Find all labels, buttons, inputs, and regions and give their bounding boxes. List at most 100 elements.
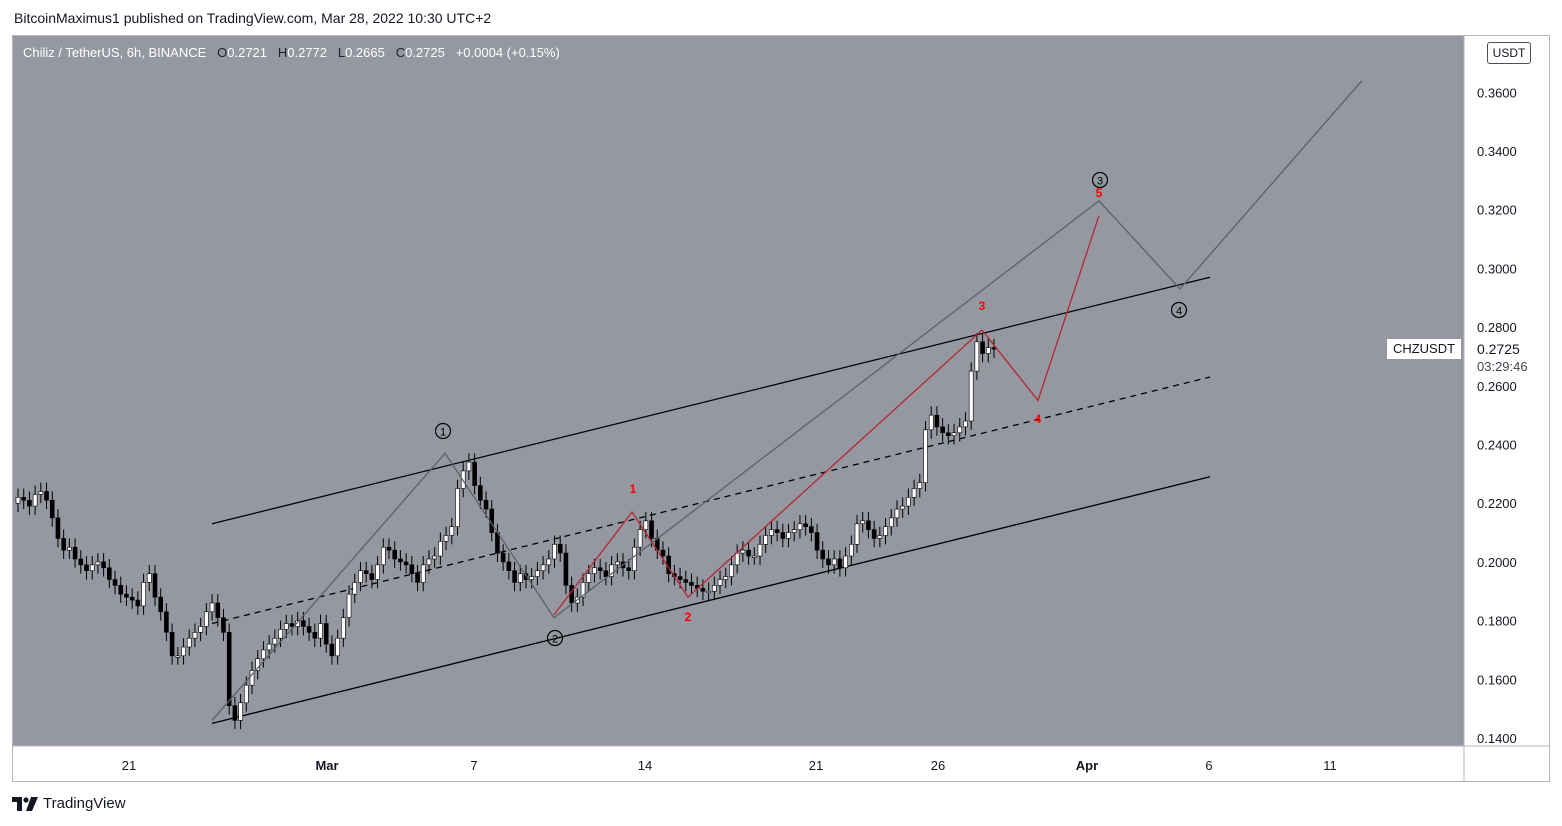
- bear-candle: [980, 341, 985, 354]
- primary-wave-label: 2: [552, 634, 558, 646]
- bear-candle: [837, 558, 843, 569]
- chart-plot-area[interactable]: [13, 36, 1464, 746]
- bull-candle: [358, 570, 363, 583]
- time-tick-label: 6: [1205, 758, 1212, 773]
- bull-candle: [786, 532, 791, 539]
- channel-lines: [211, 276, 1211, 724]
- bear-candle: [478, 485, 483, 501]
- bull-candle: [854, 523, 860, 545]
- bull-candle: [552, 543, 557, 560]
- price-tick-label: 0.3200: [1477, 203, 1517, 218]
- currency-badge[interactable]: USDT: [1487, 42, 1531, 64]
- bull-candle: [734, 552, 740, 566]
- bull-candle: [985, 347, 991, 354]
- bear-candle: [369, 573, 375, 580]
- bear-candle: [164, 611, 169, 633]
- bull-candle: [712, 585, 717, 592]
- bear-candle: [506, 561, 512, 572]
- primary-wave-label: 3: [1097, 176, 1103, 188]
- bear-candle: [232, 705, 238, 721]
- bull-candle: [797, 523, 803, 530]
- bear-candle: [312, 632, 318, 639]
- bear-candle: [934, 414, 940, 428]
- close-value: 0.2725: [405, 45, 445, 60]
- bull-candle: [614, 561, 620, 566]
- price-tick-label: 0.2600: [1477, 379, 1517, 394]
- bar-countdown: 03:29:46: [1477, 359, 1528, 374]
- bear-candle: [512, 570, 517, 583]
- close-label: C: [395, 45, 406, 60]
- bull-candle: [900, 505, 905, 510]
- sub-wave-label: 3: [979, 299, 986, 313]
- time-tick-label: 21: [122, 758, 136, 773]
- channel-line: [211, 476, 1211, 724]
- publisher-header: BitcoinMaximus1 published on TradingView…: [14, 10, 492, 26]
- bull-candle: [723, 576, 729, 580]
- bear-candle: [392, 549, 398, 560]
- bull-candle: [186, 637, 192, 648]
- price-tick-label: 0.2800: [1477, 320, 1517, 335]
- bull-candle: [255, 658, 261, 671]
- bull-candle: [204, 611, 209, 627]
- bear-candle: [472, 461, 477, 486]
- bull-candle: [141, 582, 146, 607]
- bull-candle: [751, 555, 757, 558]
- bull-candle: [249, 670, 255, 686]
- bull-candle: [643, 520, 649, 530]
- bear-candle: [72, 546, 78, 560]
- bear-candle: [152, 573, 158, 598]
- bear-candle: [803, 523, 808, 527]
- sub-wave-label: 5: [1096, 186, 1103, 200]
- price-tick-label: 0.3600: [1477, 85, 1517, 100]
- bull-candle: [951, 432, 957, 436]
- bull-candle: [341, 617, 346, 639]
- bull-candle: [175, 655, 181, 658]
- bull-candle: [968, 370, 974, 422]
- bear-candle: [129, 596, 135, 601]
- bear-candle: [500, 552, 506, 563]
- primary-wave-label: 4: [1176, 306, 1182, 318]
- bull-candle: [181, 646, 186, 657]
- bear-candle: [683, 579, 689, 583]
- bull-candle: [67, 546, 72, 551]
- channel-line: [211, 276, 1211, 525]
- bear-candle: [329, 643, 335, 657]
- bull-candle: [963, 420, 968, 428]
- bull-candle: [517, 573, 523, 583]
- bear-candle: [21, 497, 27, 501]
- sub-wave-label: 4: [1035, 412, 1042, 426]
- bull-candle: [923, 429, 928, 483]
- bull-candle: [238, 702, 243, 721]
- bull-candle: [769, 529, 774, 536]
- bear-candle: [826, 558, 831, 566]
- bull-candle: [849, 543, 854, 557]
- price-tick-label: 0.1400: [1477, 731, 1517, 746]
- brand-name: TradingView: [43, 795, 126, 812]
- price-tick-label: 0.2200: [1477, 496, 1517, 511]
- bull-candle: [586, 573, 592, 583]
- bear-candle: [49, 499, 55, 519]
- bull-candle: [32, 494, 38, 507]
- bear-candle: [78, 558, 84, 566]
- tradingview-footer[interactable]: TradingView: [12, 795, 126, 812]
- bull-candle: [877, 535, 883, 539]
- bull-candle: [278, 629, 283, 639]
- bear-candle: [563, 552, 569, 586]
- bull-candle: [883, 526, 888, 536]
- bear-candle: [415, 573, 420, 583]
- bull-candle: [426, 558, 432, 566]
- bear-candle: [597, 567, 603, 572]
- last-price-label: 0.2725 03:29:46: [1465, 339, 1541, 377]
- bull-candle: [443, 535, 449, 542]
- bear-candle: [649, 520, 654, 539]
- bull-candle: [740, 549, 746, 554]
- bear-candle: [386, 546, 392, 551]
- symbol-line: Chiliz / TetherUS, 6h, BINANCE: [23, 45, 207, 60]
- bull-candle: [375, 564, 380, 580]
- bull-candle: [335, 637, 340, 657]
- bear-candle: [215, 602, 221, 618]
- bull-candle: [637, 529, 643, 548]
- bull-candle: [449, 526, 455, 536]
- price-axis-ticks: 0.1400 0.1600 0.1800 0.2000 0.2200 0.2400 0.26…: [1477, 85, 1517, 746]
